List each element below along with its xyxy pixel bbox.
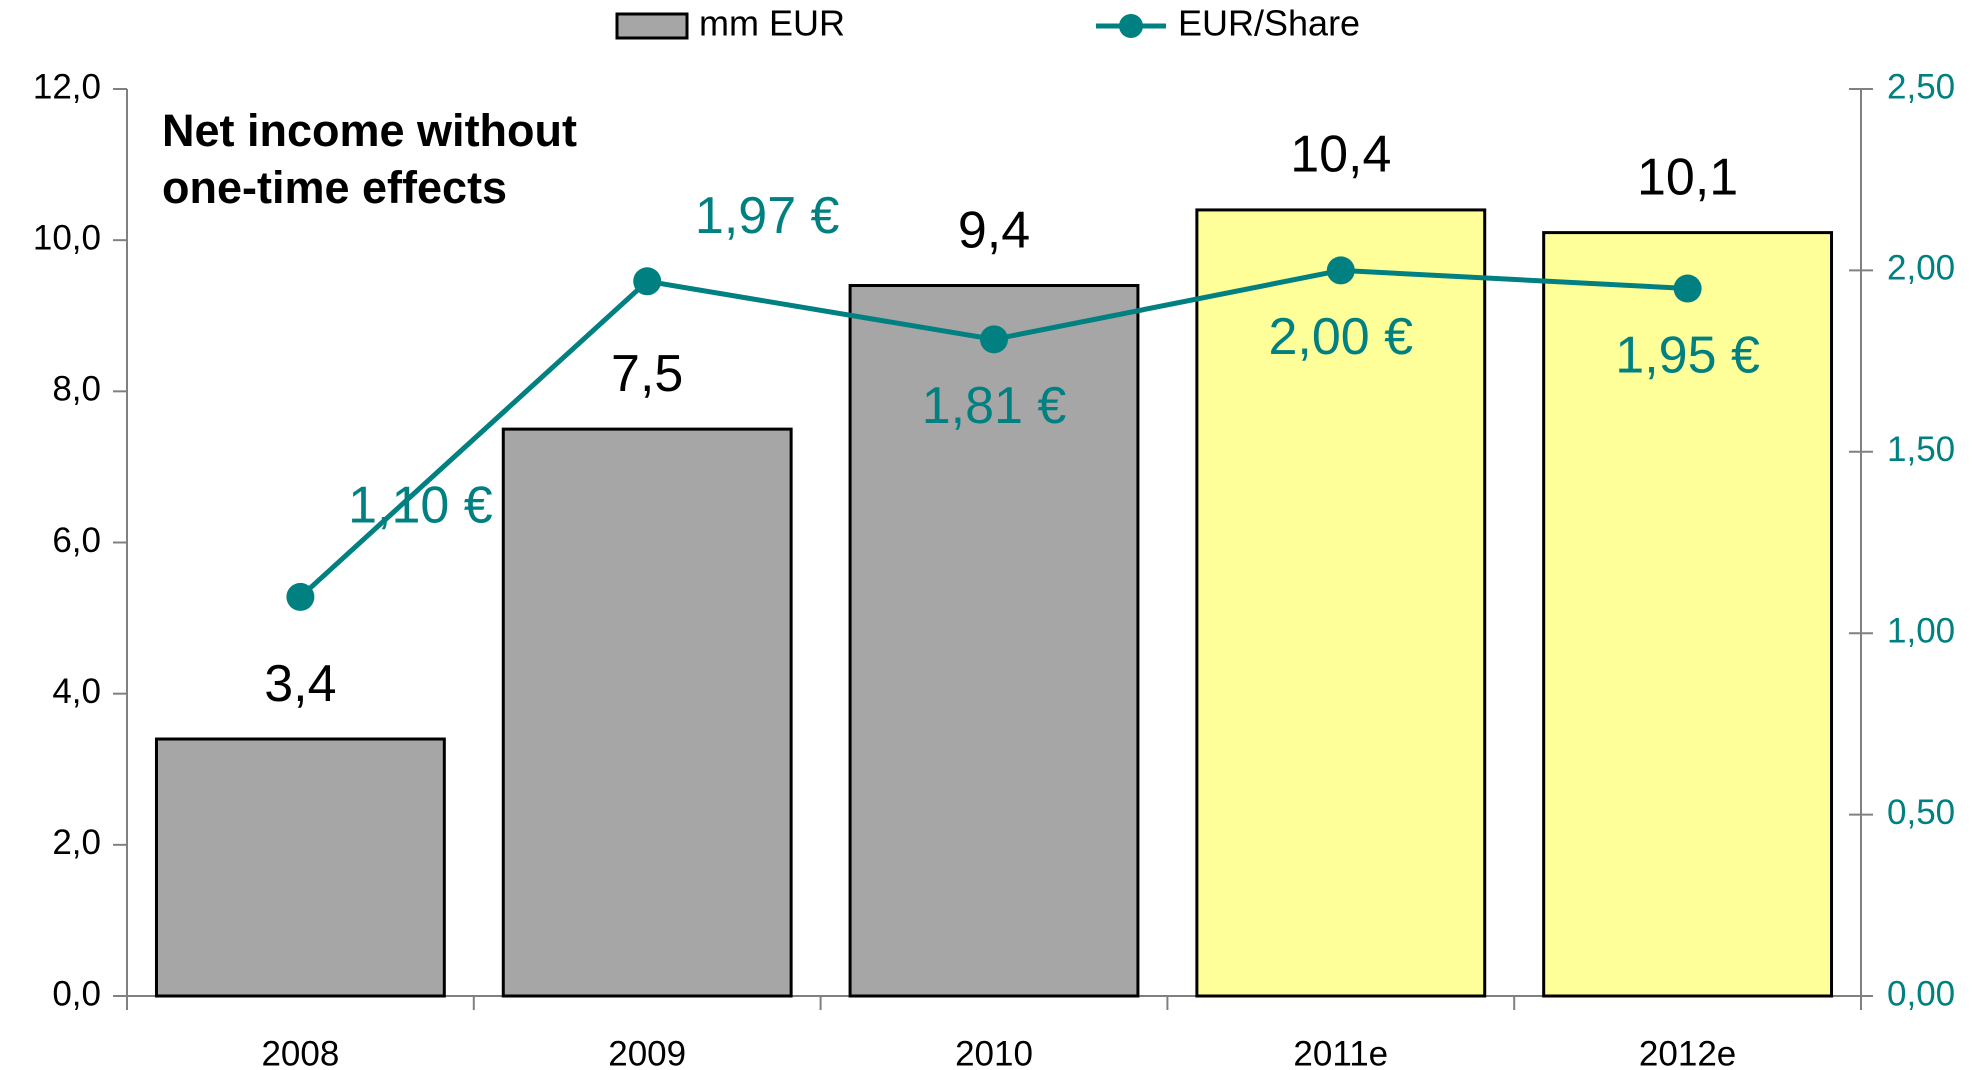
y2-tick-label: 0,50 <box>1887 793 1955 832</box>
bar-value-label: 9,4 <box>958 201 1030 259</box>
line-marker <box>286 582 315 611</box>
x-tick-label: 2010 <box>955 1034 1033 1070</box>
legend-label: mm EUR <box>699 3 845 44</box>
y2-tick-label: 0,00 <box>1887 974 1955 1013</box>
bar <box>154 737 446 998</box>
bar-value-label: 10,1 <box>1637 148 1738 206</box>
x-tick-label: 2008 <box>261 1034 339 1070</box>
x-tick-label: 2009 <box>608 1034 686 1070</box>
chart-title: one-time effects <box>162 162 507 213</box>
y2-tick-label: 2,50 <box>1887 67 1955 106</box>
x-tick-label: 2012e <box>1639 1034 1736 1070</box>
line-marker <box>1673 274 1702 303</box>
y2-tick-label: 1,50 <box>1887 430 1955 469</box>
y2-tick-label: 2,00 <box>1887 249 1955 288</box>
y-tick-label: 10,0 <box>33 218 101 257</box>
line-marker <box>633 267 662 296</box>
legend-swatch <box>615 12 689 40</box>
line-value-label: 1,81 € <box>922 377 1067 435</box>
bar-value-label: 7,5 <box>611 345 683 403</box>
legend-label: EUR/Share <box>1178 3 1360 44</box>
y-tick-label: 6,0 <box>52 521 101 560</box>
legend-marker <box>1119 14 1143 38</box>
y-tick-label: 2,0 <box>52 823 101 862</box>
chart-title: Net income without <box>162 105 577 156</box>
y-tick-label: 0,0 <box>52 974 101 1013</box>
bar-value-label: 3,4 <box>264 655 336 713</box>
bar <box>848 284 1140 998</box>
line-value-label: 1,10 € <box>348 477 493 535</box>
bar-value-label: 10,4 <box>1290 126 1391 184</box>
line-marker <box>980 325 1008 354</box>
y2-tick-label: 1,00 <box>1887 611 1955 650</box>
y-tick-label: 8,0 <box>52 370 101 409</box>
line-value-label: 1,97 € <box>695 187 840 245</box>
bar <box>1195 208 1487 998</box>
line-value-label: 2,00 € <box>1269 308 1414 366</box>
line-marker <box>1326 256 1355 285</box>
bar <box>501 427 793 998</box>
line-value-label: 1,95 € <box>1615 326 1760 384</box>
y-tick-label: 12,0 <box>33 67 101 106</box>
x-tick-label: 2011e <box>1293 1034 1388 1070</box>
y-tick-label: 4,0 <box>52 672 101 711</box>
bar <box>1542 231 1834 998</box>
